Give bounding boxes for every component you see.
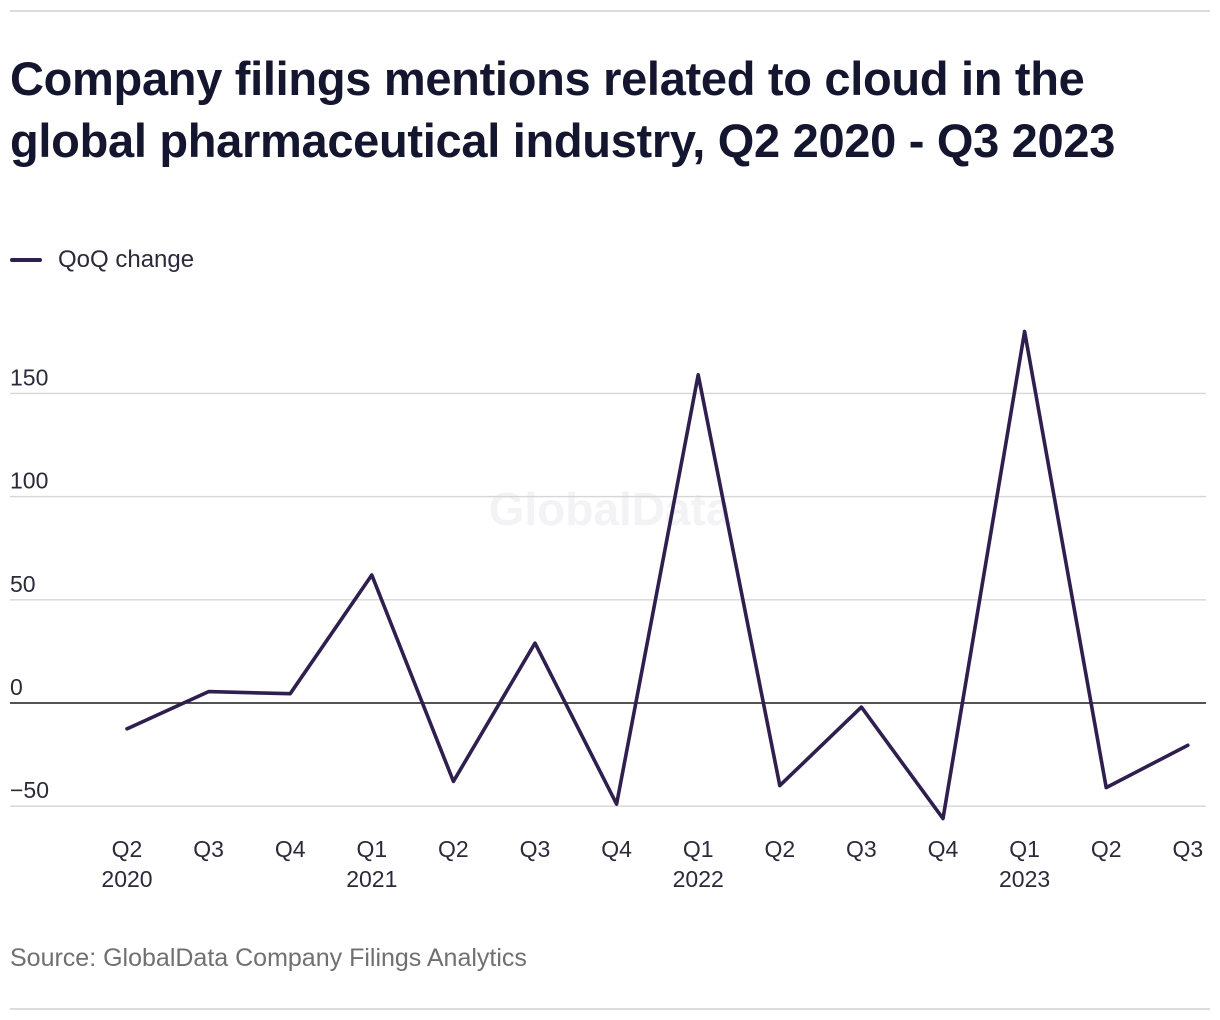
y-tick-label: −50 — [10, 777, 49, 803]
bottom-rule — [10, 1008, 1210, 1010]
x-tick-label: Q3 — [846, 836, 877, 862]
top-rule — [10, 10, 1210, 12]
x-tick-year-label: 2021 — [346, 866, 397, 892]
x-tick-label: Q1 — [683, 836, 714, 862]
legend: QoQ change — [10, 246, 194, 274]
legend-swatch — [10, 258, 42, 262]
x-tick-year-label: 2022 — [673, 866, 724, 892]
x-tick-label: Q4 — [928, 836, 959, 862]
x-tick-year-label: 2023 — [999, 866, 1050, 892]
y-tick-label: 100 — [10, 468, 48, 494]
chart-title: Company filings mentions related to clou… — [10, 52, 1116, 167]
source-note: Source: GlobalData Company Filings Analy… — [10, 944, 527, 972]
x-tick-label: Q2 — [438, 836, 469, 862]
legend-label: QoQ change — [58, 246, 195, 273]
y-tick-label: 0 — [10, 674, 23, 700]
x-tick-label: Q3 — [520, 836, 551, 862]
x-tick-label: Q3 — [193, 836, 224, 862]
x-tick-label: Q1 — [356, 836, 387, 862]
x-tick-label: Q1 — [1009, 836, 1040, 862]
x-tick-label: Q4 — [275, 836, 306, 862]
x-tick-label: Q4 — [601, 836, 632, 862]
x-tick-label: Q3 — [1172, 836, 1203, 862]
x-tick-label: Q2 — [1091, 836, 1122, 862]
y-tick-label: 50 — [10, 571, 36, 597]
x-tick-label: Q2 — [112, 836, 143, 862]
watermark: GlobalData — [489, 483, 732, 535]
x-tick-year-label: 2020 — [101, 866, 152, 892]
line-chart: GlobalData −50 0 50 100 150 Q2 2020 Q3 Q4 Q1 2021 Q2… — [10, 329, 1206, 892]
x-tick-label: Q2 — [764, 836, 795, 862]
y-tick-label: 150 — [10, 364, 48, 390]
series-line-qoq-change — [125, 329, 1190, 821]
